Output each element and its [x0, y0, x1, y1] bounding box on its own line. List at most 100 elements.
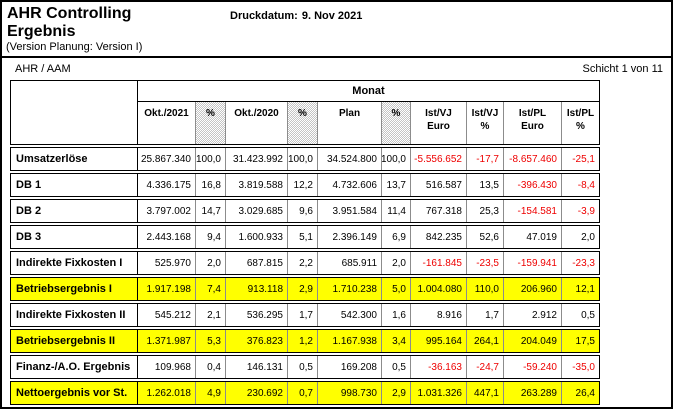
- value-cell: 169.208: [318, 356, 382, 378]
- table-row: Betriebsergebnis II 1.371.987 5,3 376.823 1,…: [10, 329, 600, 353]
- row-label: Betriebsergebnis I: [11, 278, 138, 300]
- value-cell: -23,5: [467, 252, 504, 274]
- row-label: DB 2: [11, 200, 138, 222]
- value-cell: -8,4: [577, 179, 595, 191]
- value-cell: 4.732.606: [318, 174, 382, 196]
- value-cell: 4.336.175: [138, 174, 196, 196]
- print-date-label: Druckdatum:: [230, 10, 298, 22]
- value-cell: -3,9: [577, 205, 595, 217]
- column-header: %: [288, 102, 318, 144]
- value-cell: 2,9: [288, 278, 318, 300]
- value-cell: 1.031.326: [411, 382, 467, 404]
- column-header: Ist/PL Euro: [504, 102, 562, 144]
- value-cell: 0,7: [288, 382, 318, 404]
- value-cell: 26,4: [575, 387, 595, 399]
- value-cell: 2.912: [504, 304, 562, 326]
- value-cell: 14,7: [196, 200, 226, 222]
- value-cell: 25,3: [467, 200, 504, 222]
- value-cell: 11,4: [382, 200, 411, 222]
- value-cell: 995.164: [411, 330, 467, 352]
- table-row: Finanz-/A.O. Ergebnis 109.968 0,4 146.131 0,…: [10, 355, 600, 379]
- column-header: Okt./2021: [138, 102, 196, 144]
- value-cell: 2,0: [581, 231, 595, 243]
- value-cell: 100,0: [288, 148, 318, 170]
- value-cell: 447,1: [467, 382, 504, 404]
- column-header: Ist/VJ Euro: [411, 102, 467, 144]
- value-cell: 2.396.149: [318, 226, 382, 248]
- row-label: Betriebsergebnis II: [11, 330, 138, 352]
- value-cell: 2.443.168: [138, 226, 196, 248]
- value-cell: 376.823: [226, 330, 288, 352]
- value-cell: 109.968: [138, 356, 196, 378]
- table-header: Monat Okt./2021% Okt./2020% Plan% Ist/VJ Eu…: [10, 80, 600, 145]
- value-cell: 536.295: [226, 304, 288, 326]
- table-row: Nettoergebnis vor St. 1.262.018 4,9 230.692…: [10, 381, 600, 405]
- row-label: Umsatzerlöse: [11, 148, 138, 170]
- value-cell: 1,7: [288, 304, 318, 326]
- table-row: Indirekte Fixkosten I 525.970 2,0 687.815 2,…: [10, 251, 600, 275]
- table-row: DB 2 3.797.002 14,7 3.029.685 9,6 3.951.584 11…: [10, 199, 600, 223]
- report-title-line1: AHR Controlling: [7, 5, 132, 22]
- value-cell: 2,0: [196, 252, 226, 274]
- value-cell: 1.167.938: [318, 330, 382, 352]
- value-cell: 7,4: [196, 278, 226, 300]
- value-cell: 687.815: [226, 252, 288, 274]
- value-cell: -36.163: [411, 356, 467, 378]
- value-cell: 0,5: [288, 356, 318, 378]
- row-label: Nettoergebnis vor St.: [11, 382, 138, 404]
- row-label: DB 1: [11, 174, 138, 196]
- value-cell: 100,0: [382, 148, 411, 170]
- value-cell: 9,4: [196, 226, 226, 248]
- value-cell: -24,7: [467, 356, 504, 378]
- report-subtitle: (Version Planung: Version I): [6, 41, 143, 53]
- value-cell: 230.692: [226, 382, 288, 404]
- value-cell: 9,6: [288, 200, 318, 222]
- table-row: DB 3 2.443.168 9,4 1.600.933 5,1 2.396.149 6,9…: [10, 225, 600, 249]
- value-cell: 6,9: [382, 226, 411, 248]
- row-label: Indirekte Fixkosten II: [11, 304, 138, 326]
- value-cell: 1,7: [467, 304, 504, 326]
- value-cell: 2,1: [196, 304, 226, 326]
- table-row: DB 1 4.336.175 16,8 3.819.588 12,2 4.732.606 1…: [10, 173, 600, 197]
- value-cell: 3.797.002: [138, 200, 196, 222]
- value-cell: 1.917.198: [138, 278, 196, 300]
- value-cell: 913.118: [226, 278, 288, 300]
- print-date-value: 9. Nov 2021: [301, 10, 363, 22]
- column-header: %: [196, 102, 226, 144]
- value-cell: 0,4: [196, 356, 226, 378]
- value-cell: 263.289: [504, 382, 562, 404]
- value-cell: -161.845: [411, 252, 467, 274]
- report-title: AHR Controlling Ergebnis: [2, 2, 671, 41]
- group-header-monat: Monat: [138, 81, 599, 102]
- report-header: AHR Controlling Ergebnis (Version Planun…: [2, 2, 671, 58]
- value-cell: 13,7: [382, 174, 411, 196]
- print-date: Druckdatum: 9. Nov 2021: [230, 10, 366, 22]
- value-cell: 100,0: [196, 148, 226, 170]
- value-cell: 12,2: [288, 174, 318, 196]
- value-cell: -23,3: [572, 257, 595, 269]
- value-cell: 1,6: [382, 304, 411, 326]
- value-cell: 3.029.685: [226, 200, 288, 222]
- table-row: Betriebsergebnis I 1.917.198 7,4 913.118 2,9…: [10, 277, 600, 301]
- value-cell: 1,2: [288, 330, 318, 352]
- value-cell: 204.049: [504, 330, 562, 352]
- value-cell: 5,0: [382, 278, 411, 300]
- value-cell: 4,9: [196, 382, 226, 404]
- value-cell: 1.262.018: [138, 382, 196, 404]
- value-cell: -8.657.460: [504, 148, 562, 170]
- value-cell: 2,2: [288, 252, 318, 274]
- value-cell: 525.970: [138, 252, 196, 274]
- value-cell: 34.524.800: [318, 148, 382, 170]
- table-body: Umsatzerlöse 25.867.340 100,0 31.423.992 100…: [10, 147, 600, 405]
- value-cell: 3,4: [382, 330, 411, 352]
- value-cell: 842.235: [411, 226, 467, 248]
- value-cell: 12,1: [575, 283, 595, 295]
- value-cell: 0,5: [382, 356, 411, 378]
- value-cell: 767.318: [411, 200, 467, 222]
- value-cell: 8.916: [411, 304, 467, 326]
- header-corner-cell: [11, 81, 138, 144]
- value-cell: 264,1: [467, 330, 504, 352]
- value-cell: 3.951.584: [318, 200, 382, 222]
- table-row: Umsatzerlöse 25.867.340 100,0 31.423.992 100…: [10, 147, 600, 171]
